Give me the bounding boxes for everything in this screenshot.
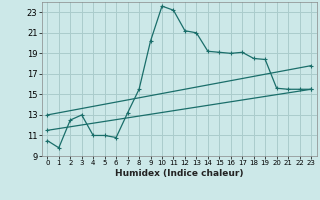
X-axis label: Humidex (Indice chaleur): Humidex (Indice chaleur) — [115, 169, 244, 178]
